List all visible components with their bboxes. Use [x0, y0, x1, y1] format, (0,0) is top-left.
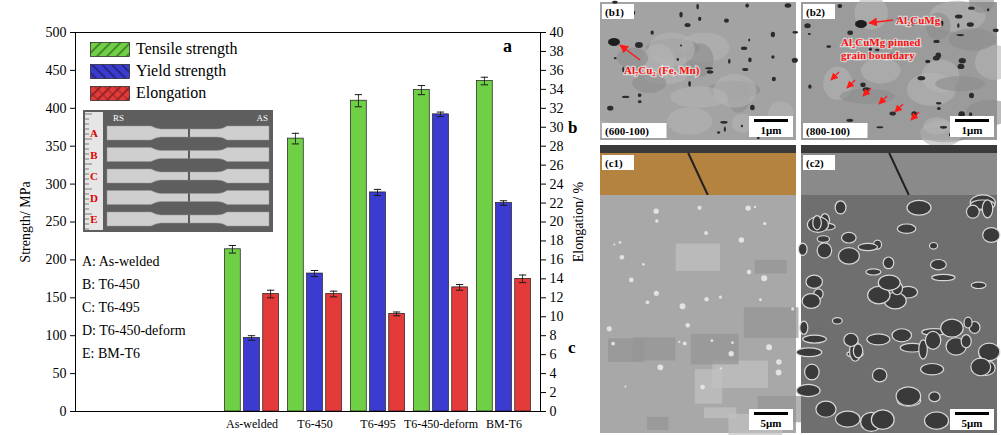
- svg-text:28: 28: [550, 139, 564, 154]
- svg-text:34: 34: [550, 82, 564, 97]
- svg-text:18: 18: [550, 233, 564, 248]
- svg-text:AS: AS: [256, 113, 268, 123]
- svg-text:22: 22: [550, 196, 564, 211]
- svg-text:0: 0: [60, 404, 67, 419]
- html-text:b: b: [568, 118, 578, 137]
- svg-text:T6-450: T6-450: [297, 417, 332, 431]
- svg-text:2: 2: [550, 385, 557, 400]
- svg-text:B: B: [90, 149, 98, 161]
- svg-text:(c1): (c1): [605, 157, 623, 170]
- svg-text:150: 150: [46, 290, 67, 305]
- svg-text:38: 38: [550, 44, 564, 59]
- svg-text:24: 24: [550, 177, 564, 192]
- html-text:a: a: [503, 36, 512, 56]
- html-text:Yield strength: Yield strength: [136, 62, 227, 79]
- svg-text:14: 14: [550, 271, 564, 286]
- svg-text:D: D: [90, 192, 98, 204]
- svg-text:16: 16: [550, 252, 564, 267]
- svg-text:T6-450-deform: T6-450-deform: [404, 417, 479, 431]
- svg-text:BM-T6: BM-T6: [486, 417, 522, 431]
- svg-text:500: 500: [46, 25, 67, 40]
- svg-text:350: 350: [46, 139, 67, 154]
- svg-text:0: 0: [550, 404, 557, 419]
- svg-text:40: 40: [550, 25, 564, 40]
- svg-text:(600-100): (600-100): [605, 125, 649, 138]
- html-text:E: BM-T6: E: BM-T6: [82, 346, 140, 361]
- svg-text:20: 20: [550, 214, 564, 229]
- svg-text:1μm: 1μm: [761, 124, 782, 136]
- svg-text:A: A: [90, 127, 98, 139]
- svg-text:Strength/ MPa: Strength/ MPa: [18, 181, 33, 263]
- svg-text:(c2): (c2): [806, 157, 824, 170]
- html-text:Tensile strength: Tensile strength: [136, 40, 238, 57]
- html-text:c: c: [568, 338, 576, 357]
- svg-text:5μm: 5μm: [761, 417, 782, 429]
- svg-text:12: 12: [550, 290, 564, 305]
- svg-text:100: 100: [46, 328, 67, 343]
- svg-text:4: 4: [550, 366, 557, 381]
- svg-text:36: 36: [550, 63, 564, 78]
- html-text:D: T6-450-deform: D: T6-450-deform: [82, 323, 186, 338]
- html-text:B: T6-450: B: T6-450: [82, 277, 140, 292]
- svg-text:C: C: [90, 170, 98, 182]
- svg-text:(b1): (b1): [605, 6, 624, 19]
- svg-text:10: 10: [550, 309, 564, 324]
- svg-text:6: 6: [550, 347, 557, 362]
- svg-text:250: 250: [46, 214, 67, 229]
- svg-text:50: 50: [53, 366, 67, 381]
- svg-text:Al₂CuMg: Al₂CuMg: [896, 14, 941, 26]
- svg-text:(b2): (b2): [806, 6, 825, 19]
- html-text:C: T6-495: C: T6-495: [82, 300, 140, 315]
- svg-text:32: 32: [550, 101, 564, 116]
- svg-text:T6-495: T6-495: [360, 417, 395, 431]
- svg-text:1μm: 1μm: [962, 124, 983, 136]
- svg-text:(800-100): (800-100): [806, 125, 850, 138]
- svg-text:30: 30: [550, 120, 564, 135]
- svg-text:26: 26: [550, 158, 564, 173]
- svg-text:E: E: [90, 213, 97, 225]
- svg-text:450: 450: [46, 63, 67, 78]
- html-text:A: As-welded: A: As-welded: [82, 254, 160, 269]
- svg-text:400: 400: [46, 101, 67, 116]
- svg-text:200: 200: [46, 252, 67, 267]
- svg-text:RS: RS: [113, 113, 124, 123]
- svg-text:300: 300: [46, 177, 67, 192]
- svg-text:As-welded: As-welded: [226, 417, 278, 431]
- svg-text:Al₇Cu₂ (Fe, Mn): Al₇Cu₂ (Fe, Mn): [624, 64, 700, 77]
- svg-text:8: 8: [550, 328, 557, 343]
- svg-text:Al₂CuMg pinnedgrain boundary: Al₂CuMg pinnedgrain boundary: [841, 36, 920, 61]
- svg-text:Elongation/ %: Elongation/ %: [571, 181, 586, 262]
- html-text:Elongation: Elongation: [136, 84, 207, 101]
- svg-text:5μm: 5μm: [962, 417, 983, 429]
